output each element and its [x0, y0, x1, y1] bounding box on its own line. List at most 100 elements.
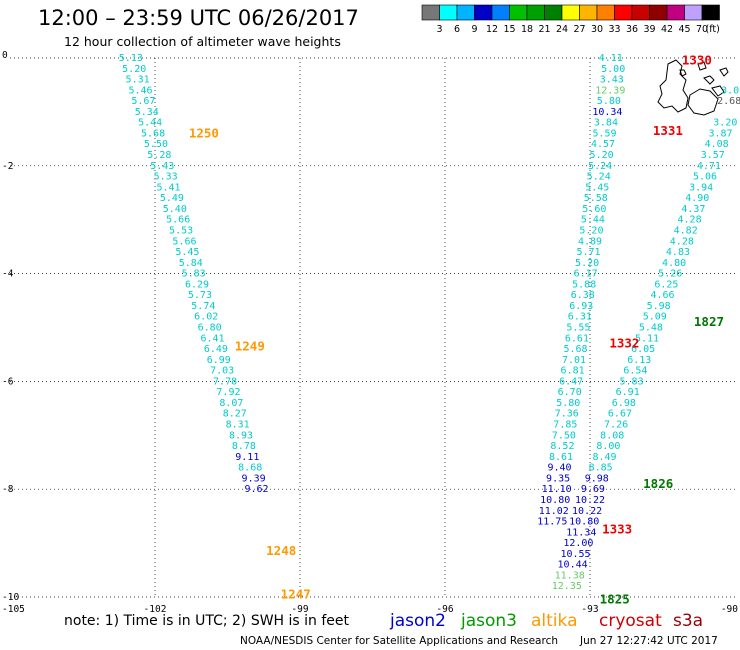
swh-value: 8.78 — [232, 441, 256, 452]
track-1330-1333: 4.115.003.4312.395.8010.343.845.594.575.… — [537, 53, 625, 528]
swh-value: 6.54 — [623, 366, 647, 377]
swh-value: 5.06 — [693, 172, 717, 183]
swh-value: 8.00 — [596, 441, 620, 452]
swh-value: 5.60 — [582, 204, 606, 215]
swh-value: 5.26 — [658, 269, 682, 280]
swh-value: 4.28 — [678, 215, 702, 226]
swh-value: 8.49 — [592, 452, 616, 463]
map-subtitle: 12 hour collection of altimeter wave hei… — [64, 34, 341, 49]
scale-label: 9 — [471, 24, 477, 35]
swh-value: 5.31 — [126, 75, 150, 86]
swh-value: 6.31 — [568, 312, 592, 323]
pass-label: 1333 — [602, 522, 632, 537]
swh-value: 7.92 — [216, 387, 240, 398]
swh-value: 5.66 — [172, 236, 196, 247]
x-tick-label: -93 — [581, 604, 598, 615]
pass-label: 1247 — [281, 586, 311, 601]
swh-value: 4.71 — [697, 161, 721, 172]
swh-value: 9.40 — [548, 463, 572, 474]
swh-value: 5.68 — [563, 344, 587, 355]
swh-value: 2.68 — [717, 96, 740, 107]
swh-value: 4.28 — [670, 236, 694, 247]
swh-value: 4.66 — [650, 290, 674, 301]
scale-label: 42 — [661, 24, 673, 35]
swh-value: 6.29 — [185, 279, 209, 290]
swh-value: 8.52 — [550, 441, 574, 452]
pass-label: 1330 — [682, 53, 712, 68]
swh-value: 4.37 — [681, 204, 705, 215]
swh-value: 5.33 — [154, 172, 178, 183]
swh-value: 8.08 — [600, 430, 624, 441]
swh-value: 7.50 — [552, 430, 576, 441]
swh-value: 5.24 — [587, 172, 611, 183]
swh-value: 4.82 — [674, 225, 698, 236]
pass-label: 1332 — [609, 336, 639, 351]
swh-value: 6.99 — [207, 355, 231, 366]
swh-value: 4.90 — [685, 193, 709, 204]
pass-label: 1827 — [694, 314, 724, 329]
galapagos-coastline — [657, 59, 729, 116]
swh-value: 5.41 — [156, 182, 180, 193]
swh-value: 11.34 — [566, 527, 596, 538]
swh-value: 5.88 — [572, 279, 596, 290]
scale-unit: (ft) — [706, 24, 720, 35]
swh-value: 8.07 — [219, 398, 243, 409]
x-tick-label: -105 — [2, 604, 25, 615]
y-tick-label: -8 — [2, 484, 14, 495]
swh-value: 3.87 — [708, 128, 732, 139]
scale-label: 33 — [608, 24, 620, 35]
swh-value: 6.93 — [569, 301, 593, 312]
scale-label: 24 — [556, 24, 568, 35]
x-tick-label: -96 — [436, 604, 453, 615]
swh-value: 8.85 — [589, 463, 613, 474]
swh-value: 5.45 — [175, 247, 199, 258]
mission-jason3: jason3 — [461, 611, 517, 631]
swh-value: 4.83 — [666, 247, 690, 258]
swh-value: 11.38 — [555, 570, 585, 581]
swh-value: 5.84 — [179, 258, 203, 269]
footer-credit: NOAA/NESDIS Center for Satellite Applica… — [240, 635, 558, 647]
swh-value: 7.03 — [210, 366, 234, 377]
scale-swatch — [701, 4, 720, 21]
x-tick-label: -102 — [144, 604, 167, 615]
swh-value: 6.17 — [574, 269, 598, 280]
swh-value: 5.80 — [556, 398, 580, 409]
pass-label: 1331 — [653, 123, 683, 138]
track-1250-1247: 5.135.205.315.465.675.345.445.685.505.28… — [119, 53, 269, 495]
swh-value: 6.05 — [631, 344, 655, 355]
swh-value: 5.44 — [138, 118, 162, 129]
swh-value: 3.20 — [713, 118, 737, 129]
legend-note: note: 1) Time is in UTC; 2) SWH is in fe… — [64, 613, 350, 629]
pass-label: 1249 — [235, 338, 265, 353]
swh-value: 12.39 — [595, 85, 625, 96]
swh-value: 5.80 — [597, 96, 621, 107]
swh-value: 5.20 — [579, 225, 603, 236]
scale-label: 36 — [626, 24, 638, 35]
swh-value: 5.59 — [592, 128, 616, 139]
mission-altika: altika — [531, 611, 578, 631]
scale-label: 21 — [538, 24, 550, 35]
swh-value: 6.13 — [627, 355, 651, 366]
swh-value: 7.85 — [553, 420, 577, 431]
x-tick-label: -90 — [721, 604, 738, 615]
swh-value: 3.57 — [701, 150, 725, 161]
swh-value: 7.78 — [213, 376, 237, 387]
swh-value: 9.35 — [546, 473, 570, 484]
swh-value: 5.53 — [169, 225, 193, 236]
swh-value: 6.38 — [571, 290, 595, 301]
swh-value: 10.44 — [558, 560, 588, 571]
swh-value: 5.49 — [160, 193, 184, 204]
mission-jason2: jason2 — [390, 611, 446, 631]
swh-value: 4.11 — [599, 53, 623, 64]
y-tick-label: -6 — [2, 376, 14, 387]
swh-value: 11.75 — [537, 517, 567, 528]
swh-value: 6.70 — [558, 387, 582, 398]
swh-value: 3.84 — [594, 118, 618, 129]
swh-value: 6.25 — [654, 279, 678, 290]
swh-value: 5.66 — [166, 215, 190, 226]
swh-value: 6.80 — [198, 323, 222, 334]
swh-value: 5.58 — [584, 193, 608, 204]
swh-value: 5.46 — [128, 85, 152, 96]
y-tick-label: -10 — [2, 592, 19, 603]
